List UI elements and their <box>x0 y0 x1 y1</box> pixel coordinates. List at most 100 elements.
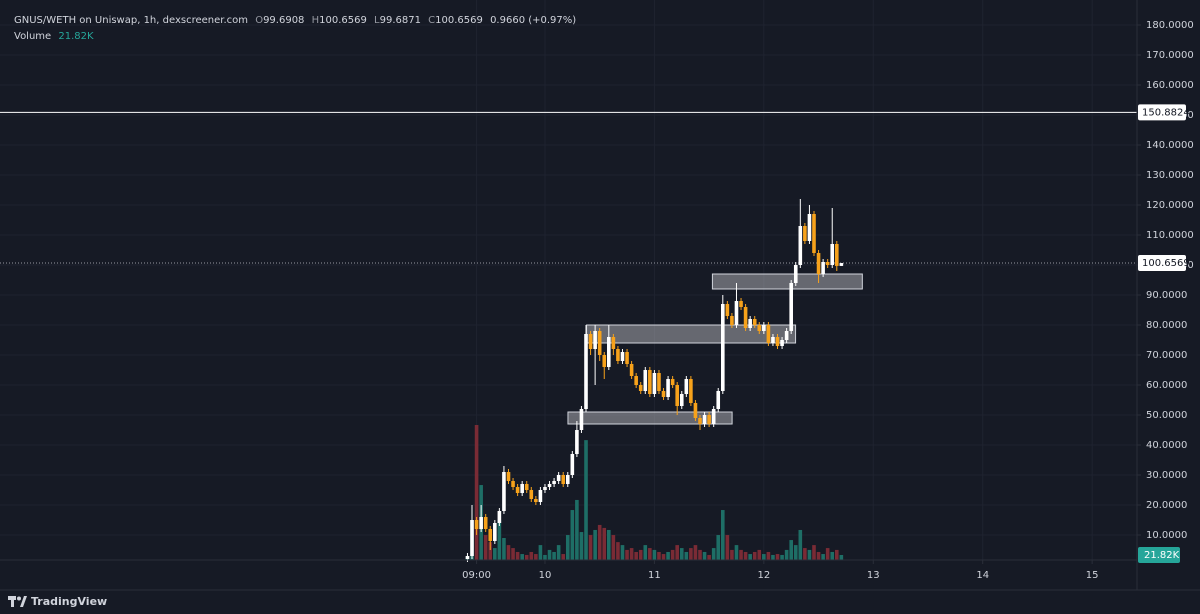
candle-body <box>734 301 739 326</box>
price-badge <box>1138 104 1186 121</box>
candle-body <box>511 481 515 488</box>
candle-body <box>766 325 771 344</box>
candle-body <box>789 283 793 332</box>
candle-body <box>816 252 821 274</box>
candle-body <box>725 304 730 317</box>
volume-bar <box>670 549 675 560</box>
volume-bar <box>784 549 789 560</box>
candle-body <box>784 331 789 341</box>
candle-body <box>675 385 679 407</box>
y-tick-label: 20.0000 <box>1146 500 1187 511</box>
candle-body <box>588 334 593 350</box>
volume-bar <box>675 545 679 560</box>
candle-body <box>584 334 588 410</box>
volume-bar <box>552 551 556 560</box>
volume-bar <box>793 545 798 560</box>
volume-bar <box>638 549 643 560</box>
candle-body <box>579 409 584 431</box>
volume-bar <box>812 545 816 560</box>
candle-body <box>793 264 798 284</box>
candle-body <box>780 340 784 347</box>
y-tick-label: 90.0000 <box>1146 290 1187 301</box>
candle-body <box>479 517 483 530</box>
volume-bar <box>725 535 730 560</box>
candle-body <box>812 213 816 253</box>
volume-bar <box>789 540 793 560</box>
volume-bar <box>825 548 830 560</box>
candle-body <box>625 352 629 365</box>
volume-bar <box>579 532 584 560</box>
candle-body <box>830 243 835 265</box>
volume-bar <box>684 551 689 560</box>
candle-body <box>643 370 648 392</box>
volume-bar <box>780 554 784 560</box>
candle-body <box>821 261 825 274</box>
y-tick-label: 30.0000 <box>1146 470 1187 481</box>
volume-bar <box>762 554 766 560</box>
candle-body <box>775 337 780 347</box>
candle-body <box>483 517 488 530</box>
candle-body <box>670 379 675 386</box>
candle-body <box>666 379 670 398</box>
price-badge-label: 150.8824 <box>1142 107 1190 118</box>
volume-bar <box>538 545 543 560</box>
candle-body <box>711 409 716 425</box>
candle-body <box>488 529 493 542</box>
volume-bar <box>593 529 597 560</box>
volume-bar <box>743 551 748 560</box>
candle-body <box>752 319 757 326</box>
y-tick-label: 10.0000 <box>1146 530 1187 541</box>
volume-badge <box>1138 547 1180 563</box>
candle-body <box>529 490 534 500</box>
volume-bar <box>625 549 629 560</box>
volume-bar <box>524 554 529 560</box>
candle-body <box>807 213 812 241</box>
candle-body <box>739 301 743 308</box>
candle-body <box>771 337 775 344</box>
candle-body <box>556 475 561 482</box>
brand: TradingView <box>31 595 107 608</box>
candle-body <box>524 484 529 491</box>
x-tick-label: 14 <box>976 570 989 581</box>
symbol-title: GNUS/WETH on Uniswap, 1h, dexscreener.co… <box>14 15 248 26</box>
volume-bar <box>534 554 538 560</box>
volume-bar <box>611 535 616 560</box>
volume-bar <box>620 545 625 560</box>
axes: 10.0000 20.0000 30.0000 40.0000 50.0000 60.00… <box>462 20 1194 581</box>
change: 0.9660 (+0.97%) <box>490 15 576 26</box>
candle-body <box>547 484 552 488</box>
volume-bar <box>597 524 602 560</box>
y-tick-label: 70.0000 <box>1146 350 1187 361</box>
y-tick-label: 110.0000 <box>1146 230 1194 241</box>
volume-bar <box>775 554 780 560</box>
volume-bar <box>834 549 839 560</box>
volume-bar <box>570 510 575 560</box>
open-letter: O <box>255 15 263 26</box>
candle-body <box>652 373 657 395</box>
x-tick-label: 13 <box>867 570 880 581</box>
volume-bar <box>648 548 652 560</box>
volume-bar <box>652 549 657 560</box>
volume-bar <box>711 548 716 560</box>
candle-body <box>611 337 616 350</box>
candle-body <box>634 376 638 386</box>
volume-bar <box>529 551 534 560</box>
y-tick-label: 80.0000 <box>1146 320 1187 331</box>
volume-bar <box>520 554 524 560</box>
volume-bar <box>661 554 666 560</box>
close-letter: C <box>428 15 435 26</box>
volume-bar <box>720 510 725 560</box>
volume-bar <box>734 545 739 560</box>
y-tick-label: 120.0000 <box>1146 200 1194 211</box>
y-tick-label: 180.0000 <box>1146 20 1194 31</box>
volume-bar <box>679 548 684 560</box>
volume-bar <box>493 548 497 560</box>
volume-bar <box>689 548 693 560</box>
volume-bar <box>730 549 734 560</box>
candle-body <box>661 391 666 398</box>
candle-body <box>565 475 570 485</box>
candle-body <box>543 487 547 491</box>
candle-body <box>502 472 506 512</box>
volume-bar <box>771 554 775 560</box>
